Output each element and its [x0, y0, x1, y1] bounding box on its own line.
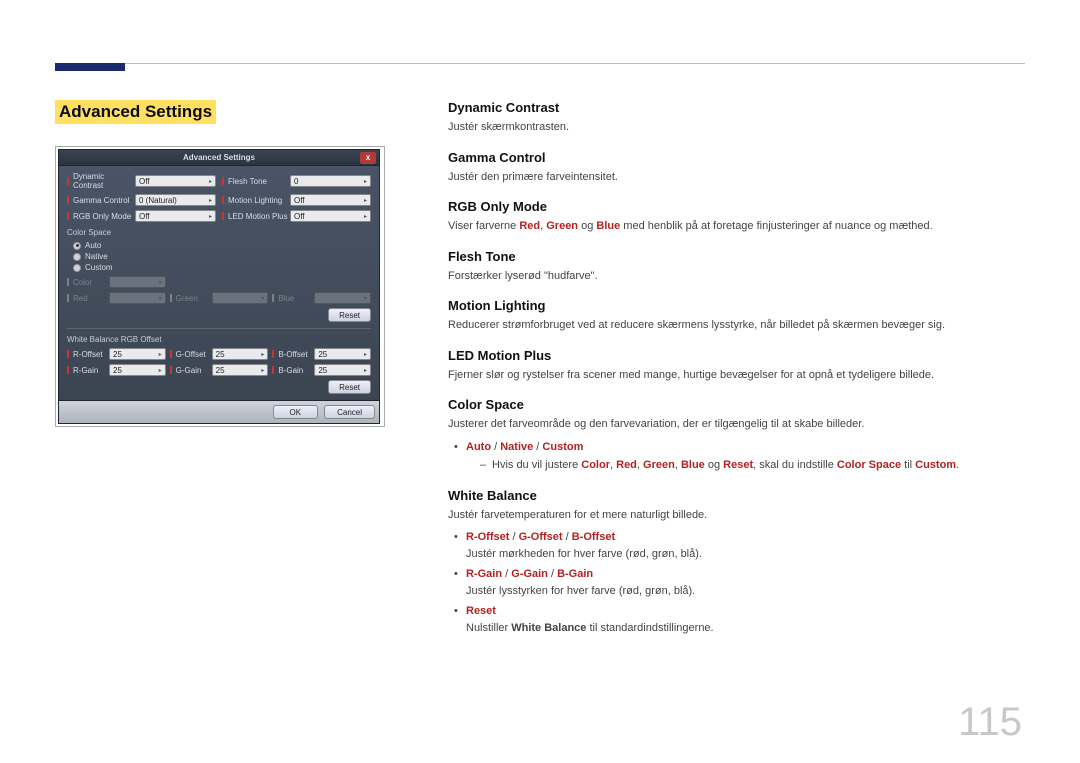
dropdown[interactable]: Off▸	[290, 194, 371, 206]
section-color-space: Color Space Justerer det farveområde og …	[448, 397, 1020, 474]
radio-icon[interactable]	[73, 242, 81, 250]
color-space-label: Color Space	[67, 228, 371, 237]
radio-label: Auto	[85, 241, 101, 250]
section-paragraph: Reducerer strømforbruget ved at reducere…	[448, 317, 1020, 334]
page-number: 115	[958, 700, 1022, 745]
field-label: Dynamic Contrast	[73, 172, 135, 190]
color-space-radios: Auto Native Custom	[67, 241, 371, 272]
red-dropdown[interactable]: ▾	[109, 292, 166, 304]
right-column: Dynamic Contrast Justér skærmkontrasten. G…	[448, 100, 1020, 650]
dropdown[interactable]: 25▸	[109, 364, 166, 376]
dropdown[interactable]: Off▸	[135, 210, 216, 222]
dropdown[interactable]: Off▸	[135, 175, 216, 187]
radio-icon[interactable]	[73, 253, 81, 261]
section-heading: RGB Only Mode	[448, 199, 1020, 214]
ok-button[interactable]: OK	[273, 405, 319, 419]
left-column: Advanced Settings Advanced Settings x Dy…	[55, 100, 385, 427]
dropdown[interactable]: 25▸	[212, 348, 269, 360]
section-heading: Motion Lighting	[448, 298, 1020, 313]
section-paragraph: Fjerner slør og rystelser fra scener med…	[448, 367, 1020, 384]
section: RGB Only Mode Viser farverne Red, Green o…	[448, 199, 1020, 235]
wb-reset-button[interactable]: Reset	[328, 380, 371, 394]
section-paragraph: Justér skærmkontrasten.	[448, 119, 1020, 136]
dropdown[interactable]: 0 (Natural)▸	[135, 194, 216, 206]
dropdown[interactable]: 25▸	[109, 348, 166, 360]
dropdown[interactable]: 0▸	[290, 175, 371, 187]
radio-icon[interactable]	[73, 264, 81, 272]
section-heading: Gamma Control	[448, 150, 1020, 165]
dropdown[interactable]: 25▸	[314, 348, 371, 360]
dropdown[interactable]: Off▸	[290, 210, 371, 222]
field-label: Flesh Tone	[228, 177, 290, 186]
dropdown[interactable]: 25▸	[212, 364, 269, 376]
dialog: Advanced Settings x Dynamic ContrastOff▸…	[58, 149, 380, 424]
section: Dynamic Contrast Justér skærmkontrasten.	[448, 100, 1020, 136]
dropdown[interactable]: 25▸	[314, 364, 371, 376]
option-native: Native	[500, 441, 533, 453]
list-item: Auto / Native / Custom Hvis du vil juste…	[454, 439, 1020, 474]
field-label: G-Gain	[176, 366, 212, 375]
sublist-item: Hvis du vil justere Color, Red, Green, B…	[480, 457, 1020, 474]
blue-dropdown[interactable]: ▾	[314, 292, 371, 304]
field-label: LED Motion Plus	[228, 212, 290, 221]
blue-label: Blue	[278, 294, 314, 303]
field-label: B-Offset	[278, 350, 314, 359]
list-item: Reset Nulstiller White Balance til stand…	[454, 603, 1020, 636]
radio-label: Native	[85, 252, 108, 261]
section-heading: Dynamic Contrast	[448, 100, 1020, 115]
section-heading: White Balance	[448, 488, 1020, 503]
green-dropdown[interactable]: ▾	[212, 292, 269, 304]
option-auto: Auto	[466, 441, 491, 453]
top-rule	[55, 63, 1025, 64]
color-label: Color	[73, 278, 109, 287]
color-dropdown[interactable]: ▾	[109, 276, 166, 288]
red-label: Red	[73, 294, 109, 303]
field-label: RGB Only Mode	[73, 212, 135, 221]
section: Motion Lighting Reducerer strømforbruget …	[448, 298, 1020, 334]
dialog-screenshot: Advanced Settings x Dynamic ContrastOff▸…	[55, 146, 385, 427]
field-label: R-Gain	[73, 366, 109, 375]
section-paragraph: Justér den primære farveintensitet.	[448, 169, 1020, 186]
section: Gamma Control Justér den primære farveint…	[448, 150, 1020, 186]
section-heading: Flesh Tone	[448, 249, 1020, 264]
section-paragraph: Justerer det farveområde og den farvevar…	[448, 416, 1020, 433]
section: Flesh Tone Forstærker lyserød "hudfarve".	[448, 249, 1020, 285]
wb-offset-row: R-Offset25▸G-Offset25▸B-Offset25▸	[67, 348, 371, 360]
field-label: G-Offset	[176, 350, 212, 359]
accent-bar	[55, 63, 125, 71]
field-label: R-Offset	[73, 350, 109, 359]
section-heading: Color Space	[448, 397, 1020, 412]
field-label: B-Gain	[278, 366, 314, 375]
dialog-titlebar: Advanced Settings x	[59, 150, 379, 166]
wb-group-label: White Balance RGB Offset	[67, 335, 371, 344]
dialog-title-text: Advanced Settings	[183, 153, 255, 162]
reset-button[interactable]: Reset	[328, 308, 371, 322]
settings-rows: Dynamic ContrastOff▸Flesh Tone0▸Gamma Co…	[67, 172, 371, 222]
radio-label: Custom	[85, 263, 113, 272]
list-item: R-Offset / G-Offset / B-Offset Justér mø…	[454, 529, 1020, 562]
section-paragraph: Viser farverne Red, Green og Blue med he…	[448, 218, 1020, 235]
field-label: Gamma Control	[73, 196, 135, 205]
close-icon[interactable]: x	[360, 152, 376, 164]
section: LED Motion Plus Fjerner slør og rystelser…	[448, 348, 1020, 384]
option-custom: Custom	[542, 441, 583, 453]
cancel-button[interactable]: Cancel	[324, 405, 375, 419]
list-item: R-Gain / G-Gain / B-Gain Justér lysstyrk…	[454, 566, 1020, 599]
section-title: Advanced Settings	[55, 100, 216, 124]
section-white-balance: White Balance Justér farvetemperaturen f…	[448, 488, 1020, 637]
wb-gain-row: R-Gain25▸G-Gain25▸B-Gain25▸	[67, 364, 371, 376]
section-heading: LED Motion Plus	[448, 348, 1020, 363]
green-label: Green	[176, 294, 212, 303]
section-paragraph: Forstærker lyserød "hudfarve".	[448, 268, 1020, 285]
section-paragraph: Justér farvetemperaturen for et mere nat…	[448, 507, 1020, 524]
field-label: Motion Lighting	[228, 196, 290, 205]
